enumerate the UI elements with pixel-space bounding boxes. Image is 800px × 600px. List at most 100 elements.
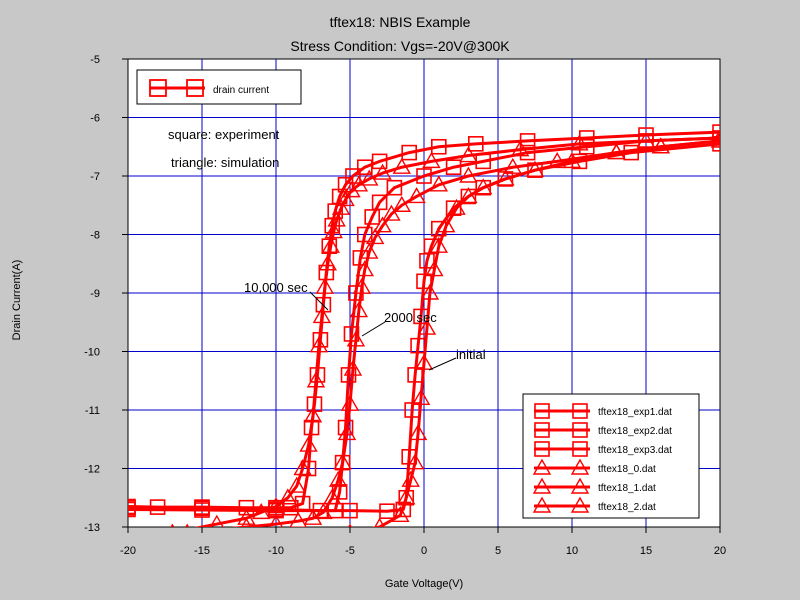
y-tick-label: -11: [85, 405, 100, 417]
data-point-triangle: [420, 283, 440, 300]
data-point-triangle: [340, 394, 360, 411]
data-point-triangle: [374, 517, 385, 527]
series-5: [128, 131, 720, 527]
data-point-triangle: [392, 195, 412, 212]
data-point-triangle: [459, 146, 478, 163]
data-point-triangle: [278, 488, 298, 505]
data-point-square: [371, 153, 388, 170]
data-point-triangle: [349, 301, 369, 318]
data-point-triangle: [328, 470, 348, 487]
legend-entry: tftex18_exp2.dat: [534, 422, 672, 438]
data-point-triangle: [373, 216, 392, 233]
legend-marker: [534, 403, 550, 419]
x-axis-label: Gate Voltage(V): [385, 578, 463, 590]
annotation-leader: [361, 321, 386, 337]
legend-entry: tftex18_exp1.dat: [534, 403, 672, 419]
data-point-square: [371, 194, 388, 211]
data-point-triangle: [349, 175, 369, 192]
legend-marker: [572, 441, 588, 457]
data-point-triangle: [429, 236, 449, 253]
data-point-triangle: [373, 163, 392, 180]
series-legend-box: [522, 393, 700, 519]
legend-label: tftex18_1.dat: [598, 483, 656, 494]
series-line: [371, 139, 720, 527]
data-point-triangle: [251, 502, 271, 520]
y-tick-label: -8: [90, 230, 100, 242]
data-point-square: [430, 138, 447, 155]
series-6: [170, 128, 720, 527]
data-point-triangle: [321, 236, 340, 253]
data-point-triangle: [407, 187, 426, 204]
legend-marker: [570, 458, 590, 475]
data-point-triangle: [337, 423, 357, 441]
data-point-triangle: [392, 157, 412, 174]
data-point-square: [345, 168, 361, 184]
data-point-square: [194, 502, 210, 518]
legend-entry: tftex18_2.dat: [532, 496, 656, 513]
data-point-triangle: [408, 423, 428, 441]
data-point-triangle: [309, 336, 329, 353]
data-point-triangle: [289, 511, 307, 527]
data-point-triangle: [651, 137, 671, 154]
data-point-triangle: [209, 514, 224, 527]
tick-labels: -20 -15 -10 -5 0 5 10 15 20 -5 -6 -7 -8 -9 -10 -11 -12 -1…: [84, 54, 726, 557]
y-tick-label: -12: [84, 464, 100, 476]
data-point-triangle: [510, 140, 530, 157]
data-point-square: [401, 144, 418, 161]
data-point-triangle: [473, 178, 493, 195]
y-axis-label: Drain Current(A): [11, 260, 23, 341]
data-point-triangle: [459, 187, 478, 204]
data-point-square: [342, 502, 358, 519]
legend-marker: [570, 496, 590, 513]
label-2000-sec: 2000 sec: [384, 310, 437, 325]
data-point-square: [379, 503, 395, 520]
y-tick-label: -7: [90, 171, 100, 183]
note-simulation: triangle: simulation: [171, 155, 279, 170]
data-point-square: [356, 159, 373, 176]
data-point-triangle: [417, 318, 437, 335]
x-tick-label: 0: [421, 545, 427, 557]
x-tick-label: -10: [268, 545, 284, 557]
data-point-triangle: [414, 353, 434, 370]
data-point-square: [416, 168, 432, 184]
data-point-triangle: [436, 216, 456, 233]
data-point-triangle: [327, 210, 346, 227]
y-tick-label: -9: [90, 288, 100, 300]
label-10000-sec: 10,000 sec: [244, 280, 308, 295]
data-point-triangle: [331, 198, 351, 215]
legend-label: tftex18_exp2.dat: [598, 426, 672, 437]
data-point-triangle: [401, 470, 420, 487]
data-point-square: [519, 144, 536, 161]
data-point-triangle: [710, 128, 720, 145]
legend-label: tftex18_exp1.dat: [598, 407, 672, 418]
label-initial: initial: [456, 347, 486, 362]
legend-marker: [534, 441, 550, 457]
legend-marker: [532, 458, 552, 475]
data-point-square: [386, 179, 403, 196]
x-tick-label: 10: [566, 545, 578, 557]
x-tick-label: 20: [714, 545, 726, 557]
legend-entry: tftex18_1.dat: [532, 477, 656, 494]
data-point-triangle: [237, 508, 256, 525]
legend-marker: [572, 403, 588, 419]
data-point-triangle: [320, 526, 321, 527]
data-point-triangle: [503, 157, 523, 174]
data-point-triangle: [636, 131, 656, 148]
data-point-triangle: [496, 169, 515, 186]
y-tick-label: -6: [90, 113, 100, 125]
data-point-triangle: [607, 143, 626, 160]
data-point-triangle: [342, 181, 361, 198]
series-layer: [128, 124, 720, 527]
top-legend-marker-right: [186, 79, 204, 97]
data-point-triangle: [352, 277, 372, 294]
x-tick-label: -5: [345, 545, 355, 557]
top-legend: drain current: [136, 69, 302, 105]
data-point-triangle: [405, 453, 425, 470]
y-tick-label: -10: [84, 347, 100, 359]
data-point-triangle: [293, 459, 312, 476]
data-point-square: [445, 159, 462, 176]
data-point-triangle: [447, 198, 466, 215]
data-point-triangle: [303, 508, 323, 525]
x-tick-label: -20: [120, 545, 136, 557]
